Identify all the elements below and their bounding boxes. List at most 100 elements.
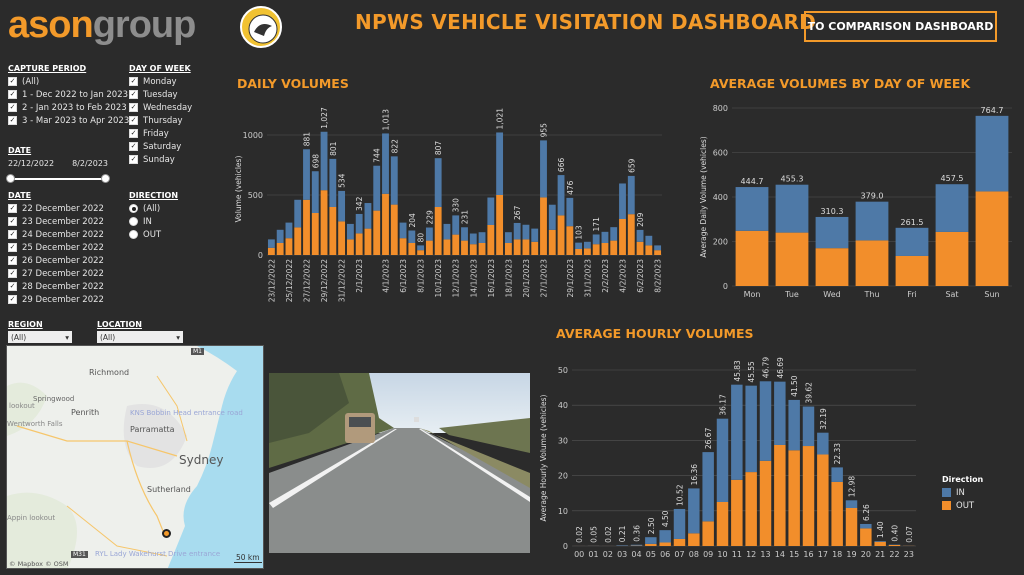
checkbox-checked-icon[interactable]: ✓: [8, 116, 17, 125]
location-map[interactable]: Richmond Springwood lookout Penrith Went…: [6, 345, 264, 569]
bar-out: [329, 207, 337, 255]
data-label: 0.36: [633, 525, 642, 542]
checkbox-checked-icon[interactable]: ✓: [129, 116, 138, 125]
bar-in: [610, 227, 618, 241]
bar-out: [417, 250, 425, 255]
bar-in: [373, 165, 381, 211]
checkbox-checked-icon[interactable]: ✓: [8, 90, 17, 99]
bar-in: [636, 229, 644, 242]
map-label-parramatta: Parramatta: [130, 425, 175, 434]
slider-start-handle[interactable]: [6, 174, 15, 183]
capture-period-option[interactable]: ✓ (All): [8, 76, 40, 87]
bar-in: [673, 508, 686, 539]
radio-selected-icon[interactable]: [129, 204, 138, 213]
map-label-richmond: Richmond: [89, 368, 130, 377]
checkbox-checked-icon[interactable]: ✓: [129, 142, 138, 151]
legend-item-in[interactable]: IN: [942, 486, 983, 499]
date-option[interactable]: ✓ 22 December 2022: [8, 202, 104, 215]
day-of-week-option[interactable]: ✓ Friday: [129, 127, 192, 140]
location-marker[interactable]: [162, 529, 171, 538]
checkbox-checked-icon[interactable]: ✓: [8, 103, 17, 112]
bar-out: [452, 234, 460, 255]
location-dropdown[interactable]: (All) ▾: [97, 331, 183, 343]
checkbox-checked-icon[interactable]: ✓: [8, 230, 17, 239]
direction-option-in[interactable]: IN: [129, 215, 178, 228]
radio-icon[interactable]: [129, 217, 138, 226]
x-tick-label: 6/2/2023: [636, 259, 645, 293]
bar-in: [487, 197, 495, 225]
bar-out: [645, 543, 657, 546]
date-option[interactable]: ✓ 24 December 2022: [8, 228, 104, 241]
checkbox-checked-icon[interactable]: ✓: [8, 77, 17, 86]
slider-end-handle[interactable]: [101, 174, 110, 183]
checkbox-checked-icon[interactable]: ✓: [8, 256, 17, 265]
radio-icon[interactable]: [129, 230, 138, 239]
date-option[interactable]: ✓ 23 December 2022: [8, 215, 104, 228]
bar-in: [860, 523, 872, 529]
data-label: 209: [636, 212, 645, 227]
direction-option-all[interactable]: (All): [129, 202, 178, 215]
capture-period-option[interactable]: ✓ 3 - Mar 2023 to Apr 2023: [8, 115, 130, 126]
bar-in: [592, 234, 600, 245]
checkbox-checked-icon[interactable]: ✓: [8, 295, 17, 304]
legend-item-out[interactable]: OUT: [942, 499, 983, 512]
bar-out: [759, 460, 772, 546]
legend-swatch-out: [942, 501, 951, 510]
checkbox-checked-icon[interactable]: ✓: [8, 243, 17, 252]
x-tick-label: 14/1/2023: [469, 259, 478, 298]
direction-option-out[interactable]: OUT: [129, 228, 178, 241]
x-tick-label: 16/1/2023: [487, 259, 496, 298]
data-label: 0.07: [905, 526, 914, 543]
data-label: 698: [311, 154, 320, 169]
date-range-slider[interactable]: [6, 174, 110, 184]
data-label: 26.67: [704, 427, 713, 449]
checkbox-checked-icon[interactable]: ✓: [8, 269, 17, 278]
bar-in: [443, 223, 451, 240]
day-of-week-option[interactable]: ✓ Wednesday: [129, 101, 192, 114]
checkbox-checked-icon[interactable]: ✓: [129, 77, 138, 86]
day-of-week-option[interactable]: ✓ Monday: [129, 75, 192, 88]
checkbox-checked-icon[interactable]: ✓: [129, 90, 138, 99]
checkbox-checked-icon[interactable]: ✓: [129, 155, 138, 164]
capture-period-option[interactable]: ✓ 1 - Dec 2022 to Jan 2023: [8, 89, 129, 100]
y-tick-label: 0: [723, 282, 728, 291]
x-tick-label: 2/2/2023: [601, 259, 610, 293]
x-tick-label: 06: [660, 550, 670, 559]
map-label-lookout: lookout: [9, 402, 35, 410]
day-of-week-option[interactable]: ✓ Sunday: [129, 153, 192, 166]
hourly-volumes-title: AVERAGE HOURLY VOLUMES: [556, 326, 754, 341]
capture-period-option[interactable]: ✓ 2 - Jan 2023 to Feb 2023: [8, 102, 127, 113]
date-option[interactable]: ✓ 25 December 2022: [8, 241, 104, 254]
data-label: 1,013: [382, 109, 391, 131]
day-of-week-option[interactable]: ✓ Tuesday: [129, 88, 192, 101]
bar-in: [320, 131, 328, 191]
checkbox-checked-icon[interactable]: ✓: [129, 129, 138, 138]
bar-in: [496, 132, 504, 195]
bar-out: [895, 255, 929, 286]
date-option[interactable]: ✓ 28 December 2022: [8, 280, 104, 293]
npws-emblem-icon: [240, 6, 282, 48]
day-of-week-option[interactable]: ✓ Thursday: [129, 114, 192, 127]
checkbox-checked-icon[interactable]: ✓: [8, 282, 17, 291]
date-option[interactable]: ✓ 27 December 2022: [8, 267, 104, 280]
bar-in: [417, 245, 425, 251]
bar-in: [845, 500, 858, 508]
bar-out: [775, 232, 809, 286]
day-of-week-option[interactable]: ✓ Saturday: [129, 140, 192, 153]
x-tick-label: 27/1/2023: [540, 259, 549, 298]
date-option[interactable]: ✓ 26 December 2022: [8, 254, 104, 267]
date-option[interactable]: ✓ 29 December 2022: [8, 293, 104, 306]
day-of-week-chart: 0 200 400 600 800 Average Daily Volume (vehic…: [699, 104, 1012, 299]
map-label-penrith: Penrith: [71, 408, 100, 417]
bar-out: [831, 481, 843, 546]
checkbox-checked-icon[interactable]: ✓: [8, 204, 17, 213]
data-label: 80: [417, 233, 426, 243]
checkbox-checked-icon[interactable]: ✓: [129, 103, 138, 112]
dashboard-title: NPWS VEHICLE VISITATION DASHBOARD: [355, 10, 817, 34]
x-tick-label: 4/2/2023: [619, 259, 628, 293]
to-comparison-dashboard-button[interactable]: TO COMPARISON DASHBOARD: [804, 11, 997, 42]
bar-out: [540, 197, 547, 255]
region-dropdown[interactable]: (All) ▾: [8, 331, 72, 343]
checkbox-checked-icon[interactable]: ✓: [8, 217, 17, 226]
daily-volumes-title: DAILY VOLUMES: [237, 76, 349, 91]
